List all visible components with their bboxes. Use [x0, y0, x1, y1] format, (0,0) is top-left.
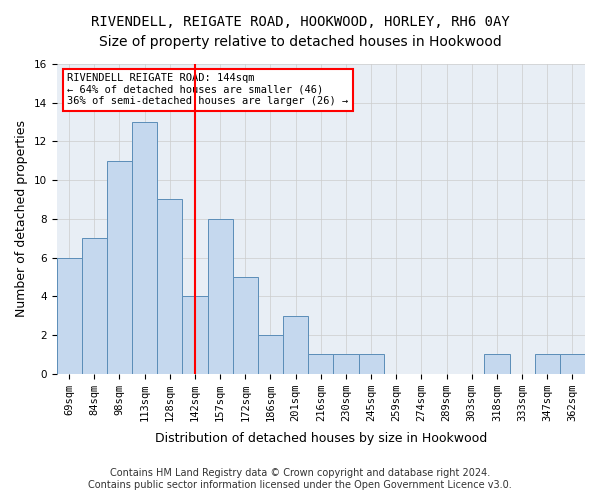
Bar — [157, 200, 182, 374]
Bar — [182, 296, 208, 374]
Text: RIVENDELL REIGATE ROAD: 144sqm
← 64% of detached houses are smaller (46)
36% of : RIVENDELL REIGATE ROAD: 144sqm ← 64% of … — [67, 74, 349, 106]
Bar — [334, 354, 359, 374]
Bar — [283, 316, 308, 374]
Bar — [233, 277, 258, 374]
Bar — [359, 354, 383, 374]
Bar — [132, 122, 157, 374]
Bar — [82, 238, 107, 374]
Bar — [484, 354, 509, 374]
Text: RIVENDELL, REIGATE ROAD, HOOKWOOD, HORLEY, RH6 0AY: RIVENDELL, REIGATE ROAD, HOOKWOOD, HORLE… — [91, 15, 509, 29]
Bar — [208, 219, 233, 374]
Text: Size of property relative to detached houses in Hookwood: Size of property relative to detached ho… — [98, 35, 502, 49]
Y-axis label: Number of detached properties: Number of detached properties — [15, 120, 28, 318]
Bar — [107, 161, 132, 374]
X-axis label: Distribution of detached houses by size in Hookwood: Distribution of detached houses by size … — [155, 432, 487, 445]
Bar — [56, 258, 82, 374]
Bar — [535, 354, 560, 374]
Text: Contains HM Land Registry data © Crown copyright and database right 2024.
Contai: Contains HM Land Registry data © Crown c… — [88, 468, 512, 490]
Bar — [258, 335, 283, 374]
Bar — [308, 354, 334, 374]
Bar — [560, 354, 585, 374]
